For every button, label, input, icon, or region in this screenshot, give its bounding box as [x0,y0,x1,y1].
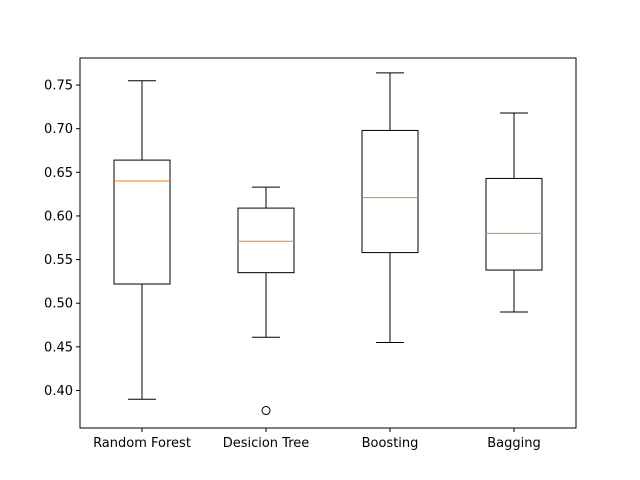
y-tick-label: 0.40 [44,384,73,399]
box-group [237,186,295,416]
y-tick-label: 0.65 [44,166,73,181]
y-tick-label: 0.60 [44,209,73,224]
y-axis: 0.40 0.45 0.50 0.55 0.60 0.65 0.70 0.75 [44,79,80,399]
y-tick-label: 0.55 [44,253,73,268]
y-tick-label: 0.75 [44,79,73,94]
box-group [361,72,419,343]
x-tick-label: Random Forest [93,436,191,451]
x-axis: Random Forest Desicion Tree Boosting Baggin… [93,428,541,451]
box-iqr [485,177,543,271]
box-iqr [361,129,419,254]
box-iqr [237,207,295,274]
y-tick-label: 0.50 [44,297,73,312]
y-tick-label: 0.70 [44,122,73,137]
plot-area [113,72,543,416]
y-tick-label: 0.45 [44,340,73,355]
x-tick-label: Boosting [362,436,419,451]
box-group [113,80,171,400]
axes-frame [79,57,577,429]
x-tick-label: Bagging [487,436,541,451]
box-iqr [113,159,171,285]
x-tick-label: Desicion Tree [223,436,310,451]
outlier-point [261,406,271,416]
box-group [485,112,543,313]
